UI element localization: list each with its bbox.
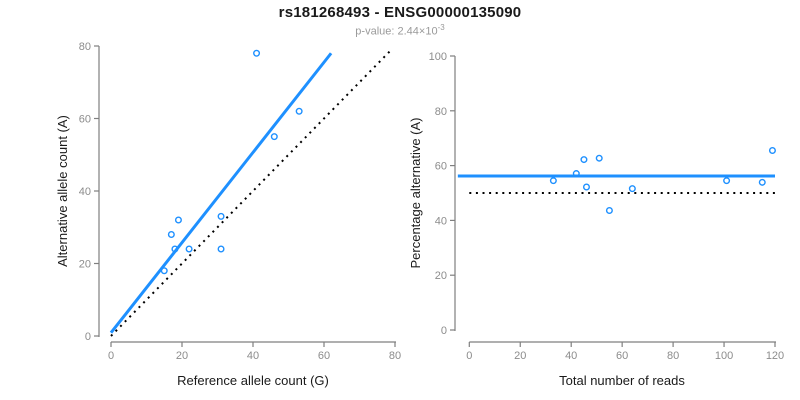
y-tick-label: 60 [435,161,447,173]
pvalue-exponent: -3 [437,23,445,32]
data-point [582,183,590,191]
x-tick-label: 60 [616,350,628,362]
x-tick-label: 20 [514,350,526,362]
fit-line [109,52,333,334]
data-point [171,245,179,253]
y-axis-title: Alternative allele count (A) [55,115,70,267]
figure-title: rs181268493 - ENSG00000135090 [278,4,522,21]
data-point [253,49,261,57]
data-point [549,177,557,185]
y-axis-title: Percentage alternative (A) [408,117,423,268]
y-tick-label: 100 [429,51,447,63]
y-tick-label: 20 [435,270,447,282]
x-tick-label: 40 [565,350,577,362]
y-tick-label: 40 [435,215,447,227]
data-point [768,147,776,155]
data-point [580,156,588,164]
data-point [723,177,731,185]
data-point [174,216,182,224]
data-point [758,178,766,186]
data-point [270,133,278,141]
x-tick-label: 0 [466,350,472,362]
x-tick-label: 40 [247,350,259,362]
x-tick-label: 20 [176,350,188,362]
x-tick-label: 60 [318,350,330,362]
data-point [595,154,603,162]
x-tick-label: 100 [715,350,733,362]
data-point [217,245,225,253]
pvalue-text: p-value: 2.44×10 [355,25,438,38]
y-tick-label: 0 [85,331,91,343]
data-point [167,230,175,238]
y-tick-label: 60 [79,114,91,126]
y-tick-label: 80 [435,106,447,118]
data-point [160,267,168,275]
y-tick-label: 0 [441,325,447,337]
data-point [185,245,193,253]
y-tick-label: 80 [79,41,91,53]
data-point [628,185,636,193]
data-point [295,107,303,115]
x-tick-label: 0 [108,350,114,362]
x-axis-title: Reference allele count (G) [177,373,329,388]
x-tick-label: 80 [667,350,679,362]
y-tick-label: 20 [79,259,91,271]
pvalue-subtitle: p-value: 2.44×10-3 [0,23,800,38]
identity-line [110,50,391,337]
x-axis-title: Total number of reads [559,373,685,388]
x-tick-label: 80 [389,350,401,362]
data-point [605,207,613,215]
data-point [572,170,580,178]
data-point [217,212,225,220]
y-tick-label: 40 [79,186,91,198]
x-tick-label: 120 [766,350,784,362]
